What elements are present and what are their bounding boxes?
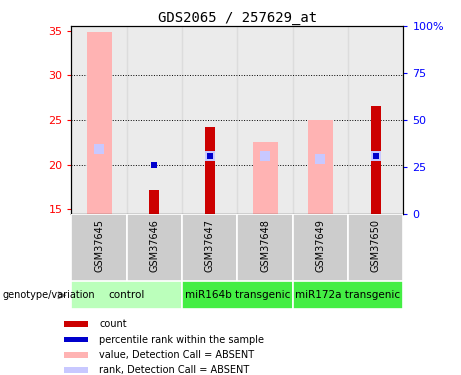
Bar: [64, 337, 88, 342]
Title: GDS2065 / 257629_at: GDS2065 / 257629_at: [158, 11, 317, 25]
Bar: [64, 352, 88, 358]
Bar: [293, 281, 403, 309]
Bar: [205, 127, 215, 214]
Bar: [308, 120, 333, 214]
Text: GSM37646: GSM37646: [149, 219, 160, 272]
Bar: [182, 281, 293, 309]
Bar: [127, 214, 182, 281]
Bar: [149, 190, 160, 214]
Bar: [371, 106, 381, 214]
Bar: [293, 214, 348, 281]
Bar: [127, 26, 182, 214]
Bar: [182, 26, 237, 214]
Text: GSM37649: GSM37649: [315, 219, 325, 272]
Text: miR172a transgenic: miR172a transgenic: [296, 290, 401, 300]
Text: GSM37648: GSM37648: [260, 219, 270, 272]
Text: miR164b transgenic: miR164b transgenic: [185, 290, 290, 300]
Bar: [182, 214, 237, 281]
Bar: [253, 142, 278, 214]
Text: value, Detection Call = ABSENT: value, Detection Call = ABSENT: [100, 350, 254, 360]
Bar: [71, 281, 182, 309]
Bar: [71, 214, 127, 281]
Text: rank, Detection Call = ABSENT: rank, Detection Call = ABSENT: [100, 365, 249, 375]
Text: genotype/variation: genotype/variation: [2, 290, 95, 300]
Bar: [237, 214, 293, 281]
Bar: [348, 214, 403, 281]
Bar: [237, 26, 293, 214]
Text: GSM37650: GSM37650: [371, 219, 381, 272]
Bar: [293, 26, 348, 214]
Bar: [87, 32, 112, 214]
Text: GSM37647: GSM37647: [205, 219, 215, 272]
Text: control: control: [109, 290, 145, 300]
Text: percentile rank within the sample: percentile rank within the sample: [100, 334, 264, 345]
Text: count: count: [100, 319, 127, 329]
Bar: [64, 368, 88, 373]
Text: GSM37645: GSM37645: [94, 219, 104, 272]
Bar: [64, 321, 88, 327]
Bar: [71, 26, 127, 214]
Bar: [348, 26, 403, 214]
